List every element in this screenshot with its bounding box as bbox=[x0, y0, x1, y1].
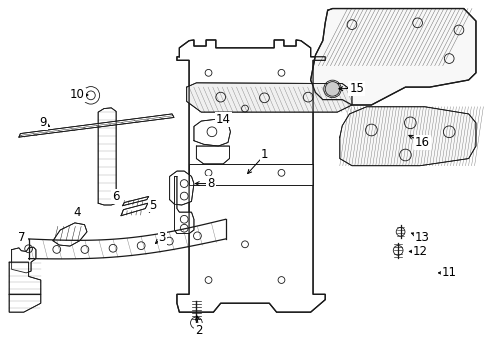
Text: 4: 4 bbox=[74, 206, 81, 219]
Text: 10: 10 bbox=[70, 89, 85, 102]
Text: 13: 13 bbox=[415, 231, 430, 244]
Polygon shape bbox=[98, 108, 116, 205]
Polygon shape bbox=[177, 40, 325, 312]
Polygon shape bbox=[311, 9, 476, 105]
Polygon shape bbox=[196, 146, 229, 164]
Text: 12: 12 bbox=[413, 245, 428, 258]
Text: 3: 3 bbox=[159, 231, 166, 244]
Text: 16: 16 bbox=[415, 136, 430, 149]
Polygon shape bbox=[19, 114, 174, 137]
Text: 6: 6 bbox=[112, 190, 120, 203]
Polygon shape bbox=[9, 294, 41, 312]
Polygon shape bbox=[9, 262, 41, 294]
Text: 2: 2 bbox=[195, 324, 202, 337]
Text: 15: 15 bbox=[349, 82, 364, 95]
Text: 14: 14 bbox=[216, 113, 231, 126]
Text: 5: 5 bbox=[149, 198, 156, 212]
Polygon shape bbox=[12, 247, 36, 273]
Text: 11: 11 bbox=[441, 266, 457, 279]
Polygon shape bbox=[189, 164, 313, 185]
Text: 1: 1 bbox=[261, 148, 268, 162]
Polygon shape bbox=[53, 223, 87, 246]
Polygon shape bbox=[174, 176, 194, 234]
Polygon shape bbox=[194, 119, 230, 146]
Polygon shape bbox=[170, 171, 194, 205]
Polygon shape bbox=[122, 197, 149, 206]
Text: 9: 9 bbox=[40, 116, 47, 129]
Text: 7: 7 bbox=[18, 231, 25, 244]
Polygon shape bbox=[121, 203, 148, 216]
Polygon shape bbox=[340, 107, 476, 166]
Text: 8: 8 bbox=[207, 177, 215, 190]
Polygon shape bbox=[187, 83, 352, 112]
Circle shape bbox=[325, 82, 340, 96]
